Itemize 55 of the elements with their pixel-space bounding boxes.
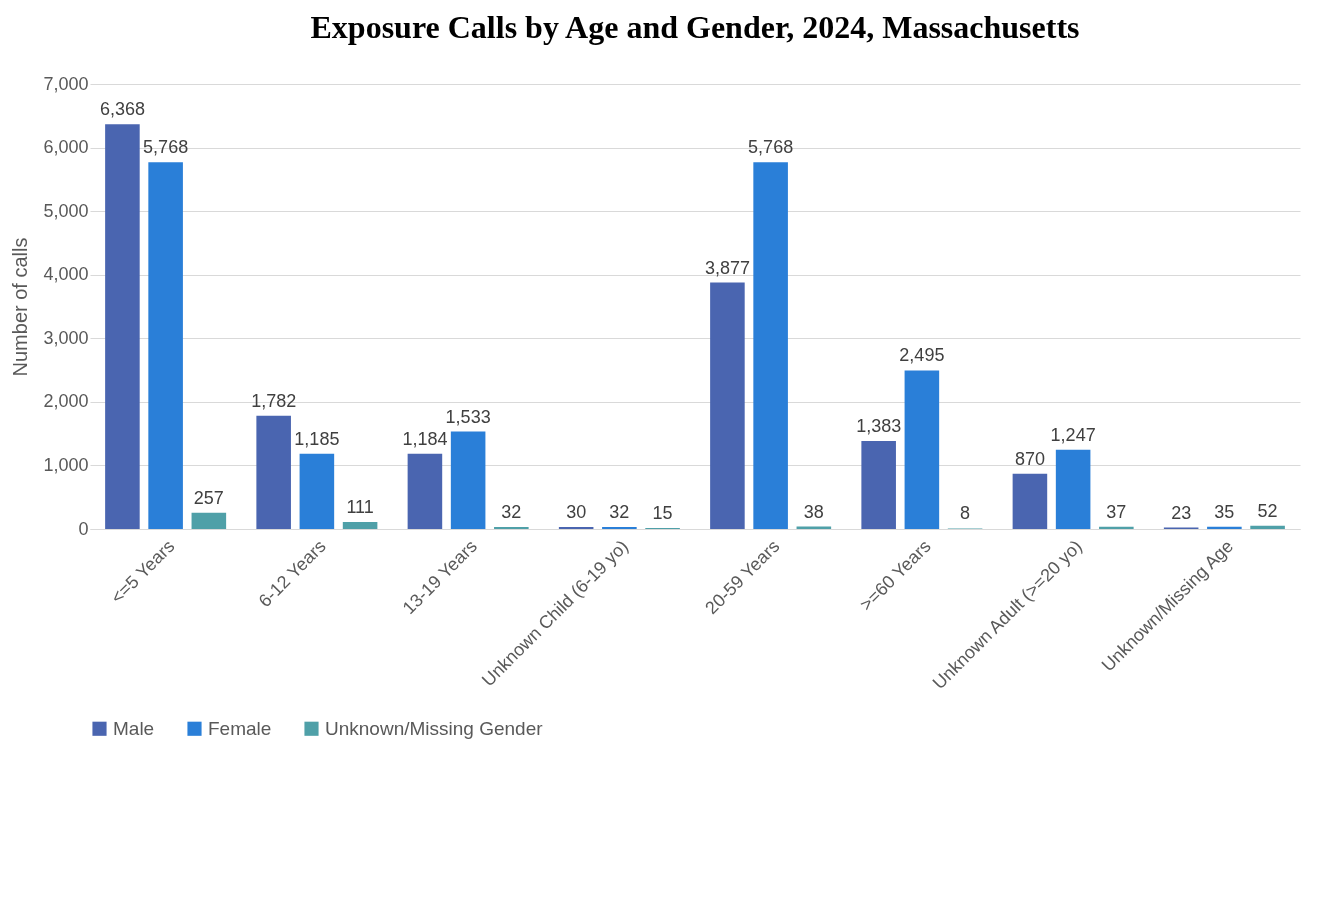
data-label: 111	[346, 496, 374, 517]
bar	[1250, 525, 1285, 529]
data-label: 1,383	[856, 416, 902, 437]
bar	[602, 526, 637, 529]
bar	[450, 431, 486, 529]
bar	[256, 415, 291, 529]
bar	[904, 370, 940, 529]
data-label: 38	[803, 501, 824, 522]
data-label: 3,877	[704, 257, 750, 278]
data-label: 37	[1106, 501, 1127, 522]
bar	[299, 453, 335, 529]
data-label: 1,533	[445, 406, 491, 427]
y-tick-label: 3,000	[43, 327, 89, 348]
bar	[105, 124, 140, 529]
data-label: 1,782	[251, 390, 297, 411]
legend-label: Female	[208, 717, 272, 739]
data-label: 35	[1214, 501, 1235, 522]
bar	[1012, 473, 1048, 529]
bar	[148, 162, 183, 529]
bar	[1207, 526, 1242, 529]
bar	[1055, 449, 1091, 529]
bar	[494, 526, 529, 529]
bar	[710, 282, 745, 529]
y-tick-label: 7,000	[43, 73, 89, 94]
data-label: 15	[652, 503, 673, 524]
data-label: 257	[193, 487, 224, 508]
data-label: 2,495	[899, 345, 945, 366]
y-tick-label: 4,000	[43, 264, 89, 285]
data-label: 1,247	[1050, 424, 1096, 445]
chart-title: Exposure Calls by Age and Gender, 2024, Massachusetts	[310, 9, 1080, 45]
bar	[191, 512, 227, 529]
y-tick-label: 6,000	[43, 137, 89, 158]
y-tick-label: 0	[78, 518, 89, 539]
data-label: 32	[501, 501, 522, 522]
data-label: 52	[1257, 500, 1278, 521]
data-label: 6,368	[99, 99, 145, 120]
data-label: 5,768	[748, 137, 794, 158]
bar	[407, 453, 443, 529]
bar	[342, 521, 378, 529]
y-tick-label: 5,000	[43, 200, 89, 221]
y-tick-label: 1,000	[43, 454, 89, 475]
legend-label: Male	[113, 717, 155, 739]
data-label: 23	[1171, 502, 1192, 523]
data-label: 1,185	[294, 428, 340, 449]
legend-label: Unknown/Missing Gender	[325, 717, 544, 739]
bar	[753, 162, 788, 529]
data-label: 5,768	[143, 137, 189, 158]
y-tick-label: 2,000	[43, 391, 89, 412]
y-axis-title: Number of calls	[9, 237, 32, 377]
data-label: 870	[1014, 448, 1045, 469]
data-label: 32	[609, 501, 630, 522]
bar	[861, 441, 896, 529]
data-label: 1,184	[402, 428, 448, 449]
data-label: 30	[566, 502, 587, 523]
data-label: 8	[960, 503, 971, 524]
